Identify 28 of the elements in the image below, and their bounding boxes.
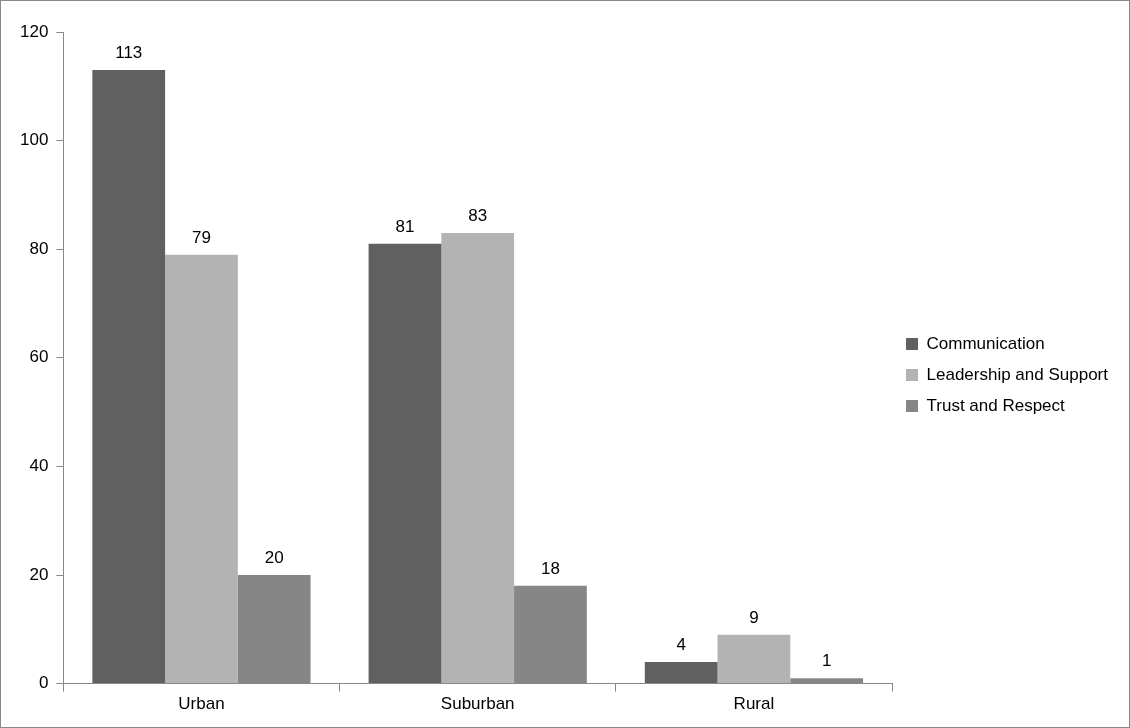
legend-label: Leadership and Support: [926, 364, 1109, 384]
data-label: 20: [264, 548, 284, 568]
bar: [717, 634, 791, 684]
bar: [368, 243, 442, 684]
y-tick-label: 120: [19, 21, 49, 41]
data-label: 79: [192, 227, 211, 247]
y-tick-label: 80: [29, 238, 49, 258]
y-tick-label: 60: [29, 347, 49, 367]
y-tick-label: 0: [38, 673, 49, 693]
bar: [92, 70, 166, 684]
x-tick-label: Urban: [178, 694, 225, 714]
data-label: 83: [468, 206, 488, 226]
data-label: 113: [115, 43, 143, 63]
data-label: 81: [395, 216, 415, 236]
bar: [441, 232, 515, 684]
legend-label: Communication: [926, 333, 1045, 353]
bar: [165, 254, 238, 684]
x-tick-label: Suburban: [440, 694, 515, 714]
y-tick-label: 40: [29, 456, 49, 476]
data-label: 9: [749, 607, 759, 627]
x-tick-label: Rural: [733, 694, 775, 714]
y-tick-label: 20: [29, 564, 49, 584]
y-tick-label: 100: [19, 130, 49, 150]
bar: [644, 661, 718, 684]
data-label: 1: [821, 651, 832, 671]
legend-label: Trust and Respect: [926, 395, 1066, 415]
data-label: 4: [676, 635, 686, 655]
data-label: 18: [540, 559, 560, 579]
